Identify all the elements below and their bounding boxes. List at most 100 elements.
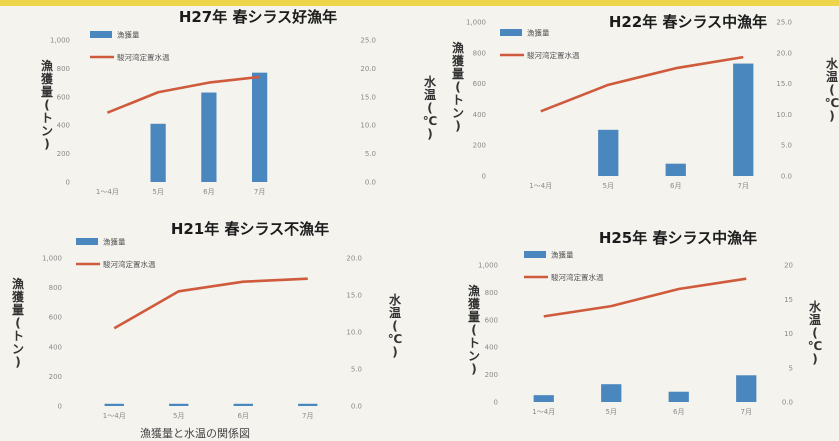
y-tick-label: 400 <box>485 344 498 352</box>
y-tick-label: 0 <box>66 179 70 187</box>
chart-panel-3: H21年 春シラス不漁年 1,000 800 600 400 200 0 20.0 15.0 10… <box>12 220 402 420</box>
y2-tick-label: 15.0 <box>776 80 792 88</box>
y2-axis-title: 水温(℃) <box>388 292 403 359</box>
y2-axis-title-char: ( <box>427 101 432 115</box>
y2-axis-title-char: 水 <box>424 74 437 89</box>
chart-title: H27年 春シラス好漁年 <box>179 8 337 26</box>
bar <box>736 375 757 402</box>
legend-label: 駿河湾定置水温 <box>551 272 604 282</box>
bar <box>598 129 619 176</box>
y2-tick-label: 15.0 <box>360 93 376 101</box>
bar <box>665 163 686 176</box>
y-tick-label: 800 <box>473 49 486 57</box>
x-tick-label: 6月 <box>673 408 684 416</box>
y2-axis-title-char: 水 <box>389 292 402 307</box>
legend-swatch-bar <box>524 251 546 258</box>
y-axis-title-char: ( <box>44 98 49 112</box>
y-axis-title-char: ( <box>15 316 20 330</box>
y-axis-title-char: ト <box>452 93 464 107</box>
y-tick-label: 200 <box>485 371 498 379</box>
y-tick-label: 800 <box>49 284 62 292</box>
y-axis-title-char: ) <box>455 119 460 133</box>
y2-tick-label: 25.0 <box>360 37 376 45</box>
y-tick-label: 400 <box>473 111 486 119</box>
y2-tick-label: 25.0 <box>776 19 792 27</box>
y-axis-title-char: ) <box>44 137 49 151</box>
y-axis-title-char: 量 <box>41 85 53 99</box>
line-series-water-temp <box>540 55 744 113</box>
y-axis-title-char: ン <box>41 124 53 138</box>
y2-axis-title-char: ) <box>812 352 817 366</box>
bar <box>150 123 166 182</box>
line-series-water-temp <box>113 277 308 330</box>
x-tick-label: 1〜4月 <box>103 412 126 420</box>
y-axis-title-char: ( <box>455 80 460 94</box>
y2-tick-label: 5 <box>789 364 793 372</box>
y-axis-title-char: ト <box>41 111 53 125</box>
chart-title: H22年 春シラス中漁年 <box>609 13 767 31</box>
y2-axis-title-char: 温 <box>809 313 821 327</box>
y-axis-title-char: ト <box>468 336 480 350</box>
y2-axis-title-char: 温 <box>826 70 838 84</box>
y2-tick-label: 20.0 <box>346 255 362 263</box>
y2-tick-label: 0.0 <box>781 173 792 181</box>
banner-strip <box>0 0 839 6</box>
y-axis-title-char: 獲 <box>452 53 465 68</box>
bar <box>201 92 217 182</box>
y2-axis-title-char: ) <box>829 109 834 123</box>
y2-tick-label: 0.0 <box>782 399 793 407</box>
y-axis-title-char: 漁 <box>41 58 53 73</box>
legend-label: 漁獲量 <box>527 28 550 38</box>
x-tick-label: 7月 <box>254 188 265 196</box>
y-tick-label: 400 <box>57 122 70 130</box>
y2-tick-label: 15.0 <box>346 292 362 300</box>
bar <box>233 403 253 406</box>
y-axis-title-char: 獲 <box>12 289 25 304</box>
y-axis-title-char: 獲 <box>41 71 54 86</box>
y-tick-label: 600 <box>485 316 498 324</box>
bar <box>533 395 554 402</box>
chart-panel-1: H27年 春シラス好漁年 1,000 800 600 400 200 0 25.0 20.0 15… <box>41 8 437 196</box>
x-tick-label: 6月 <box>238 412 249 420</box>
x-tick-label: 5月 <box>603 182 614 190</box>
x-tick-label: 1〜4月 <box>532 408 555 416</box>
bar <box>104 403 124 406</box>
y2-axis-title-char: ℃ <box>808 339 823 353</box>
y-axis-title-char: 量 <box>452 67 464 81</box>
bar <box>252 72 268 182</box>
y-tick-label: 1,000 <box>466 19 486 27</box>
chart-title: H21年 春シラス不漁年 <box>171 220 329 238</box>
y2-axis-title-char: ( <box>392 319 397 333</box>
bar <box>733 63 754 176</box>
y2-tick-label: 10 <box>784 330 793 338</box>
y2-axis-title-char: ( <box>829 83 834 97</box>
y-tick-label: 0 <box>482 173 486 181</box>
chart-panel-4: H25年 春シラス中漁年 1,000 800 600 400 200 0 20 15 10 5 0.0… <box>468 229 822 416</box>
y2-tick-label: 10.0 <box>360 122 376 130</box>
y2-tick-label: 20 <box>784 262 793 270</box>
legend-label: 駿河湾定置水温 <box>103 259 156 269</box>
x-tick-label: 5月 <box>606 408 617 416</box>
legend-label: 漁獲量 <box>103 237 126 247</box>
y2-tick-label: 10.0 <box>346 329 362 337</box>
chart-title: H25年 春シラス中漁年 <box>599 229 757 247</box>
y2-axis-title: 水温(℃) <box>423 74 438 141</box>
y-axis-title-char: ト <box>12 329 24 343</box>
y-axis-title-char: ン <box>452 106 464 120</box>
y-tick-label: 200 <box>473 142 486 150</box>
y2-axis-title-char: ) <box>392 345 397 359</box>
y-axis-title: 漁獲量(トン) <box>41 58 54 151</box>
x-tick-label: 6月 <box>203 188 214 196</box>
y2-tick-label: 0.0 <box>365 179 376 187</box>
y-tick-label: 200 <box>57 150 70 158</box>
x-tick-label: 6月 <box>670 182 681 190</box>
y-tick-label: 1,000 <box>42 255 62 263</box>
bar <box>169 403 189 406</box>
y2-axis-title-char: ℃ <box>825 96 839 110</box>
y-axis-title: 漁獲量(トン) <box>468 283 481 376</box>
y2-axis-title-char: 水 <box>809 299 822 314</box>
y2-axis-title-char: 温 <box>389 306 401 320</box>
y-tick-label: 0 <box>58 403 62 411</box>
y-axis-title: 漁獲量(トン) <box>12 276 25 369</box>
